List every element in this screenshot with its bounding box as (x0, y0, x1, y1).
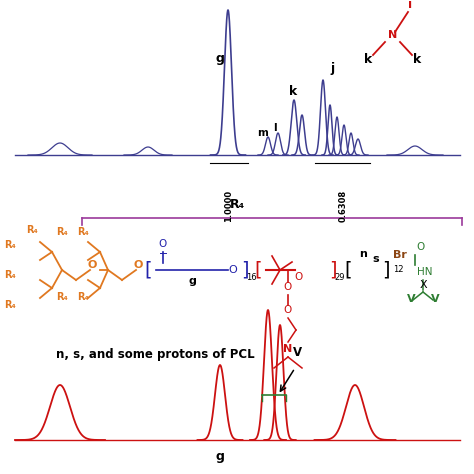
Text: O: O (133, 260, 143, 270)
Text: O: O (87, 260, 97, 270)
Text: 1.0000: 1.0000 (225, 190, 234, 222)
Text: i: i (408, 0, 412, 11)
Text: V: V (431, 294, 439, 304)
Text: ]: ] (241, 261, 249, 280)
Text: g: g (216, 450, 224, 463)
Text: 0.6308: 0.6308 (338, 190, 347, 222)
Text: O: O (284, 282, 292, 292)
Text: [: [ (254, 261, 262, 280)
Text: R₄: R₄ (56, 227, 68, 237)
Text: V: V (293, 346, 302, 359)
Text: k: k (413, 53, 421, 66)
Text: j: j (331, 62, 335, 75)
Text: HN: HN (417, 267, 432, 277)
Text: l: l (273, 123, 277, 133)
Text: [: [ (144, 261, 152, 280)
Text: k: k (364, 53, 372, 66)
Text: V: V (407, 294, 415, 304)
Text: g: g (188, 276, 196, 286)
Text: X: X (419, 280, 427, 290)
Text: n: n (359, 249, 367, 259)
Text: O: O (295, 272, 303, 282)
Text: R₄: R₄ (56, 292, 68, 302)
Text: ]: ] (329, 261, 337, 280)
Text: R₄: R₄ (229, 198, 245, 211)
Text: 12: 12 (393, 265, 403, 274)
Text: R₄: R₄ (4, 300, 16, 310)
Text: ]: ] (382, 261, 390, 280)
Text: N: N (283, 344, 292, 354)
Text: n, s, and some protons of PCL: n, s, and some protons of PCL (55, 348, 255, 361)
Text: [: [ (344, 261, 352, 280)
Text: R₄: R₄ (77, 292, 89, 302)
Text: k: k (289, 85, 297, 98)
Text: O: O (228, 265, 237, 275)
Text: R₄: R₄ (4, 240, 16, 250)
Text: g: g (216, 52, 224, 65)
Text: O: O (417, 242, 425, 252)
Text: R₄: R₄ (4, 270, 16, 280)
Text: s: s (373, 254, 379, 264)
Text: O: O (159, 239, 167, 249)
Text: O: O (284, 305, 292, 315)
Text: R₄: R₄ (26, 225, 38, 235)
Text: N: N (388, 30, 398, 40)
Text: 29: 29 (335, 273, 345, 282)
Text: Br: Br (393, 250, 407, 260)
Text: 16: 16 (246, 273, 256, 282)
Text: m: m (257, 128, 268, 138)
Text: R₄: R₄ (77, 227, 89, 237)
